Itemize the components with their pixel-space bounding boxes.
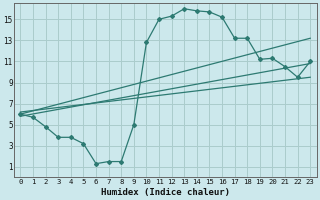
X-axis label: Humidex (Indice chaleur): Humidex (Indice chaleur)	[101, 188, 230, 197]
